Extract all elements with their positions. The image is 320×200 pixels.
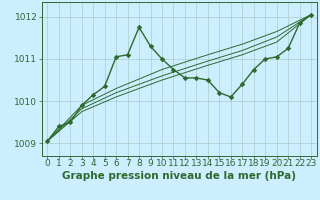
X-axis label: Graphe pression niveau de la mer (hPa): Graphe pression niveau de la mer (hPa) — [62, 171, 296, 181]
